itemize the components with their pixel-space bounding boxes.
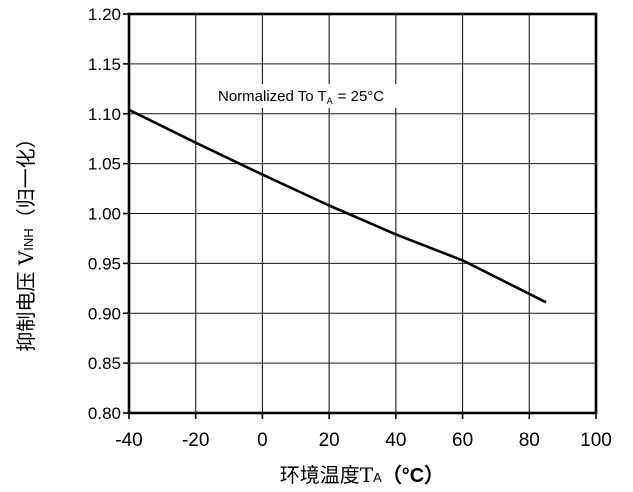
y-axis-label: 抑制电压 VINH（归一化） — [14, 128, 38, 351]
x-tick-label: -20 — [182, 430, 209, 451]
x-tick-label: 80 — [519, 430, 540, 451]
y-tick-label: 1.10 — [88, 105, 121, 124]
annotation-background — [212, 84, 456, 108]
y-tick-label: 0.85 — [88, 354, 121, 373]
x-axis-label-subscript: A — [373, 470, 382, 485]
y-tick-label: 0.80 — [88, 404, 121, 423]
y-tick-label: 0.90 — [88, 304, 121, 323]
annotation-main: Normalized To T — [218, 88, 327, 105]
y-tick-label: 1.15 — [88, 55, 121, 74]
gridlines — [129, 14, 596, 413]
axis-ticks: -40 -20 0 20 40 60 80 100 0.80 0.85 0.90 0.95 1.00 1.… — [88, 5, 612, 451]
y-tick-label: 1.00 — [88, 205, 121, 224]
y-tick-label: 1.20 — [88, 5, 121, 24]
x-tick-label: 100 — [580, 430, 612, 451]
x-tick-label: 20 — [319, 430, 340, 451]
series-line — [128, 108, 547, 304]
annotation-suffix: = 25°C — [338, 88, 385, 105]
x-tick-label: 40 — [385, 430, 406, 451]
y-axis-label-subscript: INH — [21, 228, 36, 250]
y-tick-label: 0.95 — [88, 254, 121, 273]
annotation: Normalized To TA = 25°C — [212, 84, 456, 108]
annotation-text: Normalized To TA = 25°C — [218, 88, 384, 106]
x-axis-label-main: 环境温度T — [280, 463, 374, 487]
x-tick-label: -40 — [115, 430, 142, 451]
y-axis-label-main: 抑制电压 V — [14, 250, 38, 351]
x-axis-label-unit: （°C） — [382, 464, 444, 487]
y-tick-label: 1.05 — [88, 155, 121, 174]
x-tick-label: 0 — [257, 430, 268, 451]
x-axis-label: 环境温度TA（°C） — [280, 463, 444, 487]
y-axis-label-suffix: （归一化） — [14, 128, 38, 228]
annotation-subscript: A — [327, 96, 333, 106]
x-tick-label: 60 — [452, 430, 473, 451]
series — [128, 108, 547, 304]
